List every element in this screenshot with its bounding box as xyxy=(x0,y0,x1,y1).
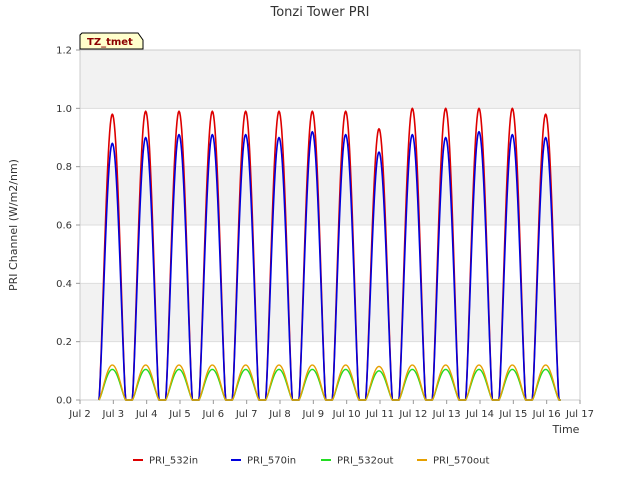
x-tick-label: Jul 5 xyxy=(168,409,191,420)
x-tick-label: Jul 15 xyxy=(498,409,527,420)
legend-item-pri-570in: PRI_570in xyxy=(231,456,296,467)
background-band xyxy=(80,50,580,109)
legend-label: PRI_570in xyxy=(247,456,296,467)
x-tick-label: Jul 11 xyxy=(365,409,394,420)
x-tick-label: Jul 9 xyxy=(302,409,325,420)
legend-label: PRI_532in xyxy=(149,456,198,467)
x-tick-label: Jul 10 xyxy=(332,409,361,420)
chart-title: Tonzi Tower PRI xyxy=(270,5,370,20)
x-tick-label: Jul 6 xyxy=(202,409,225,420)
series-lines xyxy=(98,107,561,401)
y-tick-label: 0.2 xyxy=(56,337,72,348)
x-tick-label: Jul 3 xyxy=(102,409,125,420)
annotation-tag-box xyxy=(79,32,144,50)
background-band xyxy=(80,225,580,284)
y-axis-ticks: 0.0 0.2 0.4 0.6 0.8 1.0 1.2 xyxy=(56,46,80,407)
legend-label: PRI_570out xyxy=(433,456,489,467)
background-band xyxy=(80,341,580,400)
y-tick-label: 1.0 xyxy=(56,104,72,115)
legend-item-pri-532in: PRI_532in xyxy=(133,456,198,467)
legend-item-pri-532out: PRI_532out xyxy=(321,456,393,467)
background-band xyxy=(80,166,580,225)
background-band xyxy=(80,108,580,167)
legend: PRI_532in PRI_570in PRI_532out PRI_570out xyxy=(133,456,489,467)
plot-background-bands xyxy=(80,50,580,400)
legend-item-pri-570out: PRI_570out xyxy=(417,456,489,467)
legend-label: PRI_532out xyxy=(337,456,393,467)
x-tick-label: Jul 2 xyxy=(68,409,91,420)
background-band xyxy=(80,283,580,342)
x-tick-label: Jul 14 xyxy=(465,409,494,420)
x-tick-label: Jul 8 xyxy=(268,409,291,420)
x-tick-label: Jul 16 xyxy=(532,409,561,420)
y-axis-label: PRI Channel (W/m2/nm) xyxy=(7,159,20,291)
y-tick-label: 0.8 xyxy=(56,162,72,173)
y-tick-label: 0.0 xyxy=(56,396,72,407)
x-tick-label: Jul 7 xyxy=(235,409,258,420)
annotation-tag-label: TZ_tmet xyxy=(87,37,133,48)
x-tick-label: Jul 4 xyxy=(135,409,158,420)
x-axis-label: Time xyxy=(552,423,580,436)
x-tick-label: Jul 13 xyxy=(432,409,461,420)
y-tick-label: 0.4 xyxy=(56,279,72,290)
y-tick-label: 1.2 xyxy=(56,46,72,57)
y-tick-label: 0.6 xyxy=(56,221,72,232)
x-axis-ticks: Jul 2 Jul 3 Jul 4 Jul 5 Jul 6 Jul 7 Jul 8 Jul 9… xyxy=(68,400,594,420)
x-tick-label: Jul 12 xyxy=(398,409,427,420)
annotation-tag: TZ_tmet xyxy=(79,32,144,50)
series-line-pri-570out xyxy=(98,364,561,401)
x-tick-label: Jul 17 xyxy=(565,409,594,420)
